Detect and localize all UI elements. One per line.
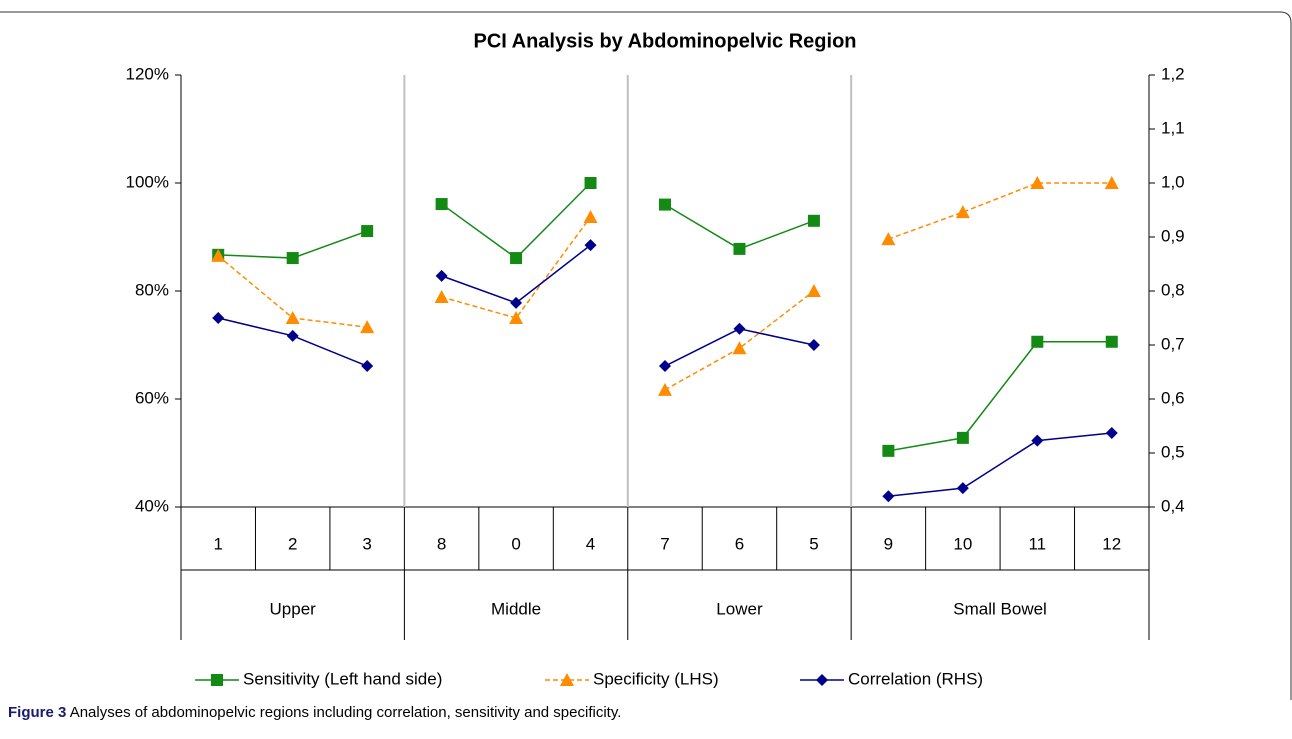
data-point [659, 198, 671, 211]
legend-marker [560, 673, 574, 686]
legend-label: Specificity (LHS) [593, 669, 719, 688]
data-point [583, 210, 598, 224]
x-tick-label: 5 [809, 534, 818, 553]
legend-marker [211, 674, 223, 686]
series-line [664, 203, 815, 250]
data-point [509, 311, 524, 324]
data-point [807, 214, 820, 227]
data-point [360, 320, 375, 334]
frame [0, 11, 1292, 700]
data-point [956, 482, 969, 495]
data-point [1031, 434, 1044, 447]
data-point [658, 382, 672, 396]
group-label: Small Bowel [953, 599, 1047, 618]
data-point [510, 252, 523, 265]
y-tick-label: 40% [135, 496, 169, 515]
x-tick-label: 7 [660, 534, 669, 553]
chart-title: PCI Analysis by Abdominopelvic Region [473, 30, 856, 52]
group-label: Upper [270, 599, 317, 618]
y2-tick-label: 0,4 [1161, 496, 1185, 515]
legend-marker [816, 674, 828, 686]
y2-tick-label: 0,7 [1161, 334, 1185, 353]
data-point [584, 239, 597, 252]
data-point [361, 360, 374, 373]
data-point [285, 311, 300, 324]
data-point [659, 360, 671, 373]
caption-label: Figure 3 [8, 704, 66, 721]
data-point [1105, 335, 1118, 348]
series-line [218, 317, 368, 367]
data-point [286, 329, 299, 342]
data-point [882, 444, 895, 457]
legend-label: Sensitivity (Left hand side) [243, 669, 442, 688]
data-point [435, 269, 448, 282]
data-point [807, 339, 820, 351]
x-tick-label: 2 [288, 534, 297, 553]
x-tick-label: 10 [953, 534, 972, 553]
y2-tick-label: 0,9 [1161, 226, 1185, 245]
y2-tick-label: 0,6 [1161, 388, 1185, 407]
data-point [882, 490, 895, 503]
y-tick-label: 80% [135, 280, 169, 299]
y2-tick-label: 0,8 [1161, 280, 1185, 299]
y-tick-label: 100% [126, 172, 169, 191]
data-point [806, 284, 821, 297]
data-point [361, 225, 374, 238]
series-line [888, 432, 1112, 497]
data-point [732, 341, 747, 355]
x-tick-label: 1 [213, 534, 222, 553]
data-point [881, 232, 896, 246]
series-line [441, 216, 592, 319]
data-point [1031, 335, 1044, 348]
y2-tick-label: 1,2 [1161, 64, 1185, 83]
x-tick-label: 0 [511, 534, 520, 553]
data-point [733, 322, 746, 335]
data-point [955, 205, 970, 219]
data-point [733, 242, 746, 255]
x-tick-label: 8 [437, 534, 446, 553]
data-point [1030, 176, 1045, 189]
caption-text: Analyses of abdominopelvic regions inclu… [70, 704, 622, 721]
y2-tick-label: 0,5 [1161, 442, 1185, 461]
y2-tick-label: 1,0 [1161, 172, 1185, 191]
data-point [510, 296, 523, 309]
data-point [286, 252, 299, 265]
x-tick-label: 4 [586, 534, 595, 553]
x-tick-label: 11 [1028, 534, 1046, 553]
data-point [1105, 427, 1118, 440]
data-point [1104, 176, 1119, 189]
x-tick-label: 3 [362, 534, 371, 553]
series-line [664, 290, 815, 391]
data-point [435, 198, 448, 211]
x-tick-label: 9 [884, 534, 893, 553]
y2-tick-label: 1,1 [1161, 118, 1185, 137]
series-line [888, 341, 1112, 452]
series-line [888, 182, 1112, 240]
legend-label: Correlation (RHS) [848, 669, 983, 688]
caption: Figure 3 Analyses of abdominopelvic regi… [8, 704, 621, 721]
data-point [584, 177, 597, 189]
y-tick-label: 60% [135, 388, 169, 407]
data-point [956, 431, 969, 444]
data-point [212, 312, 225, 324]
series-line [441, 182, 592, 260]
data-point [434, 289, 449, 303]
x-tick-label: 12 [1102, 534, 1121, 553]
group-label: Middle [491, 599, 541, 618]
data-point [211, 248, 226, 262]
group-label: Lower [716, 599, 763, 618]
y-tick-label: 120% [126, 64, 169, 83]
x-tick-label: 6 [735, 534, 744, 553]
